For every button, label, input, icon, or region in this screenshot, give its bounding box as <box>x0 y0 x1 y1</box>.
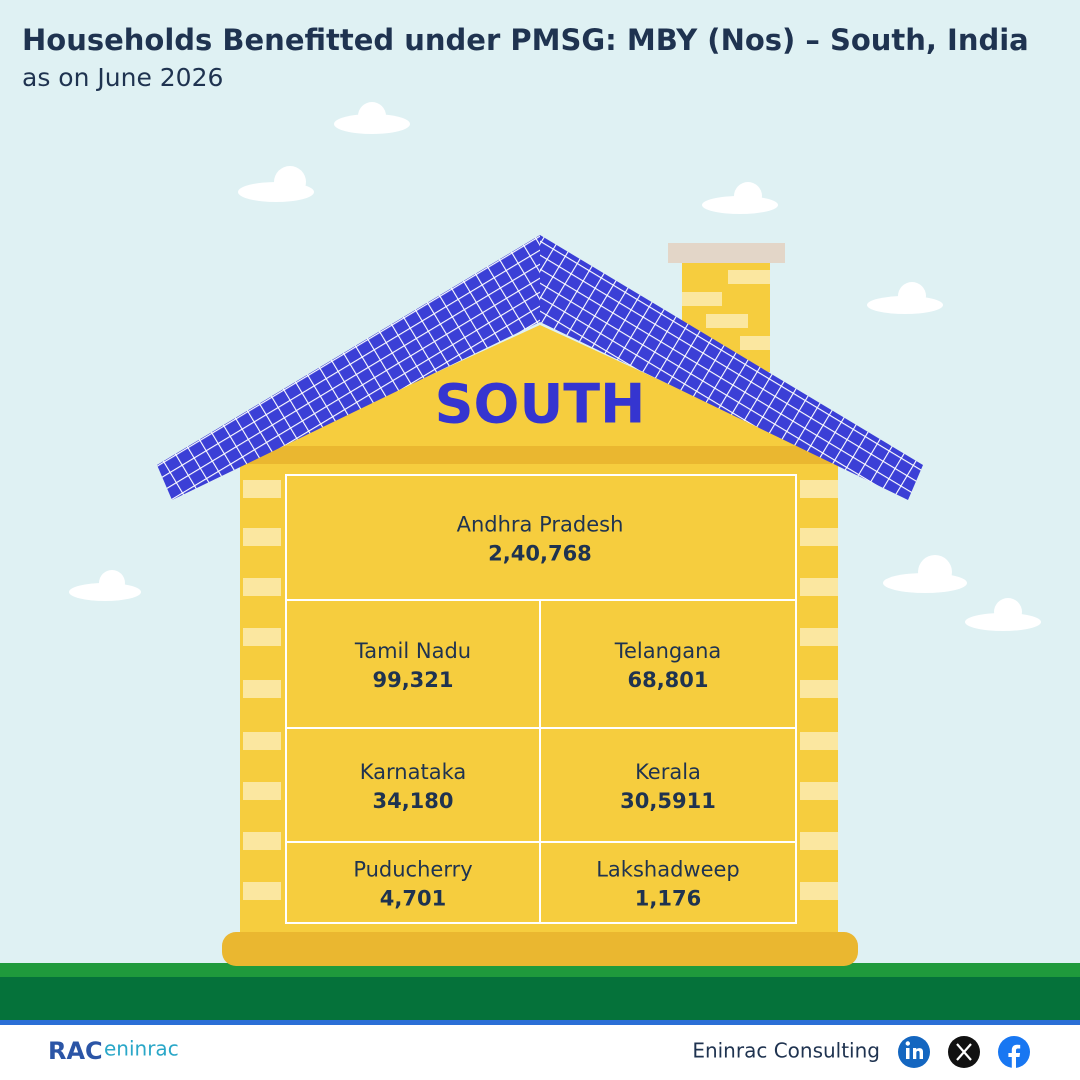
cell-name: Telangana <box>614 639 722 663</box>
beam <box>240 446 838 464</box>
bricks <box>243 480 838 900</box>
gable <box>240 325 838 462</box>
cell-value: 68,801 <box>627 668 708 692</box>
roof-left <box>157 235 540 500</box>
cell-name: Kerala <box>635 760 701 784</box>
cell-value: 30,5911 <box>620 789 716 813</box>
cell-value: 2,40,768 <box>488 542 592 566</box>
cell-grid: Andhra Pradesh 2,40,768 Tamil Nadu 99,321 Te… <box>285 474 797 924</box>
subtitle: as on June 2026 <box>22 63 223 92</box>
logo-mark: RAC <box>48 1037 103 1065</box>
strip <box>0 1020 1080 1025</box>
cell-name: Lakshadweep <box>596 858 740 882</box>
cell-name: Tamil Nadu <box>354 639 471 663</box>
house-label: SOUTH <box>435 373 646 436</box>
cell-value: 1,176 <box>635 887 701 911</box>
logo-text: eninrac <box>104 1037 179 1061</box>
ground <box>0 977 1080 1020</box>
base <box>222 932 858 966</box>
brand: Eninrac Consulting <box>692 1039 880 1063</box>
cell-name: Andhra Pradesh <box>457 513 624 537</box>
cell-value: 4,701 <box>380 887 446 911</box>
roof-right <box>540 235 923 500</box>
cell-name: Puducherry <box>353 858 472 882</box>
title: Households Benefitted under PMSG: MBY (N… <box>22 23 1029 57</box>
linkedin-icon[interactable] <box>898 1036 930 1068</box>
cell-name: Karnataka <box>360 760 466 784</box>
facebook-icon[interactable] <box>998 1036 1030 1069</box>
cell-value: 99,321 <box>372 668 453 692</box>
logo: RAC eninrac <box>48 1037 179 1066</box>
clouds <box>69 102 1041 631</box>
x-icon[interactable] <box>948 1036 980 1068</box>
cell-value: 34,180 <box>372 789 453 813</box>
grass <box>0 963 1080 977</box>
